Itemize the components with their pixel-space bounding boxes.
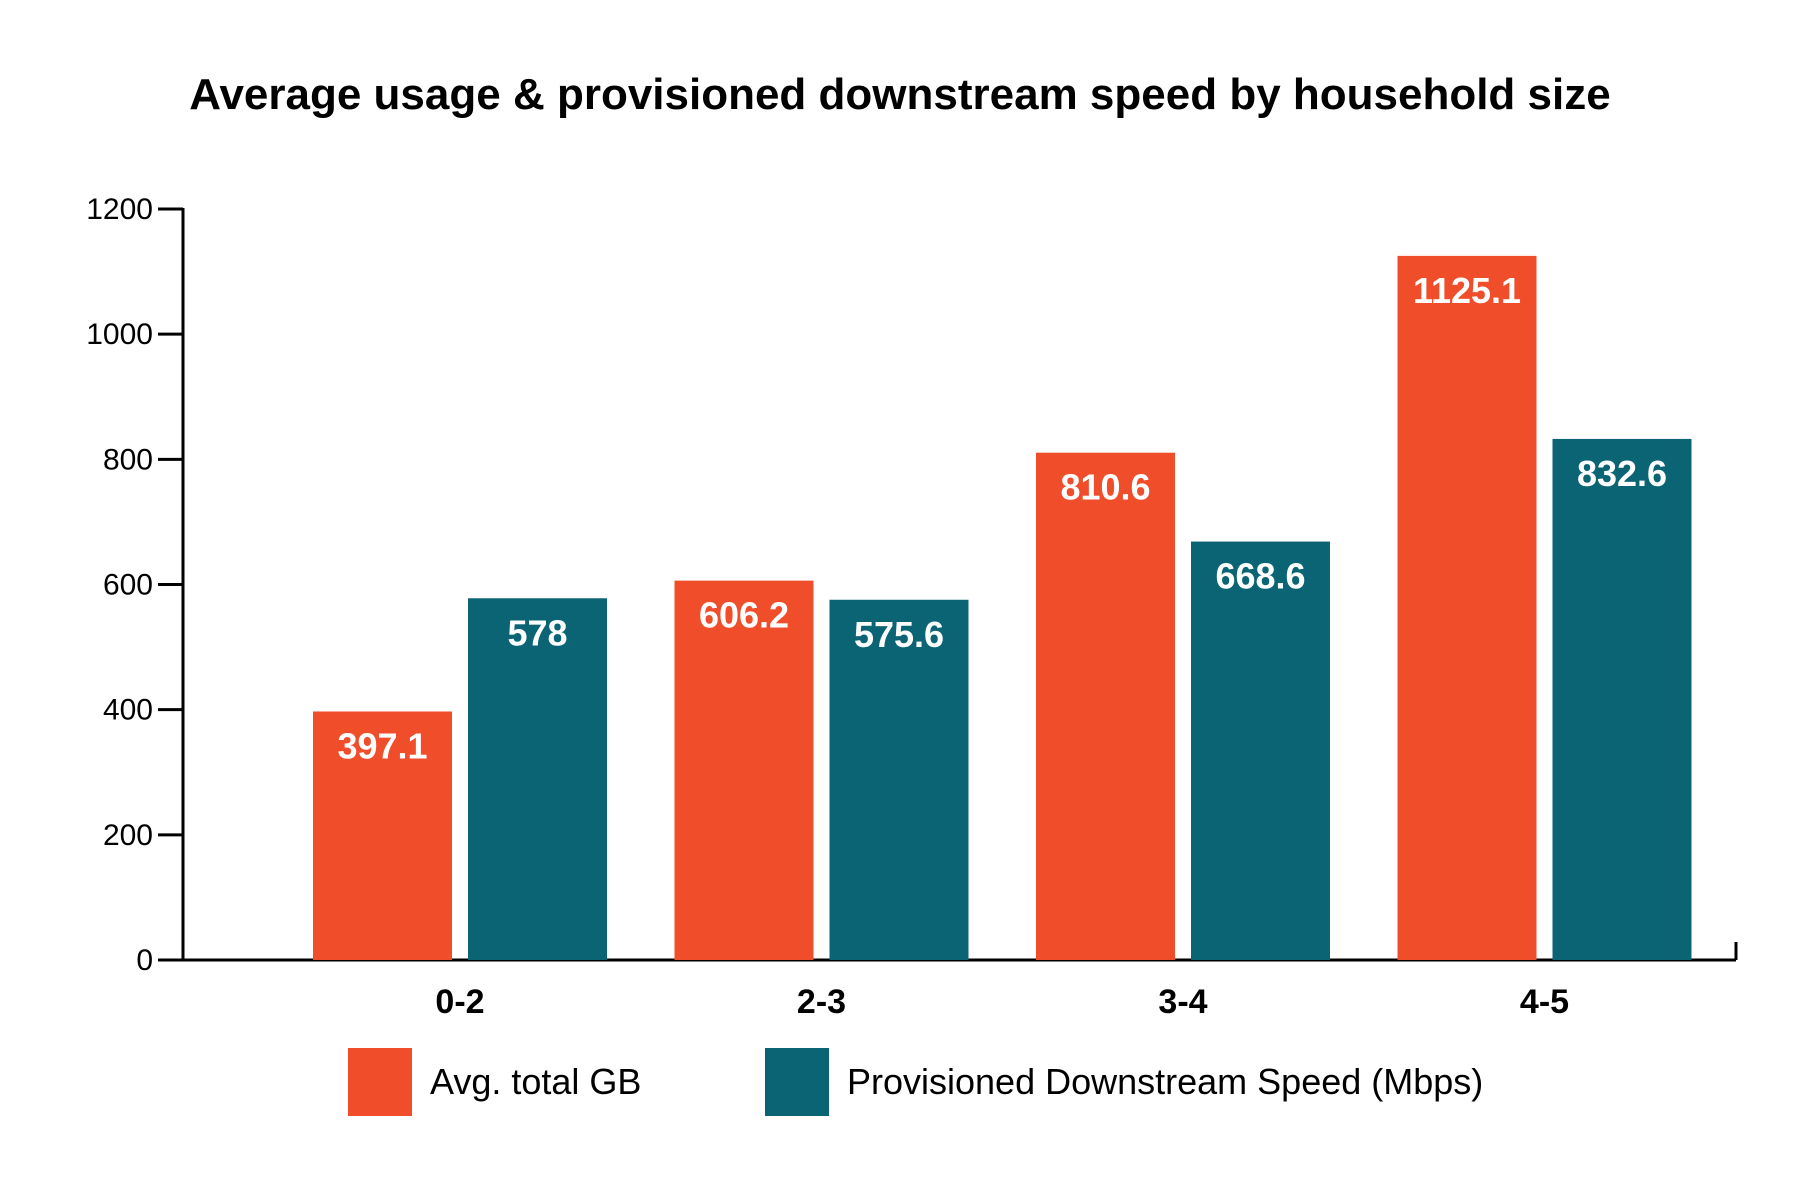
x-category-label: 3-4: [1158, 983, 1207, 1021]
legend-swatch-avg-total-gb: [348, 1048, 412, 1116]
bar-data-label: 575.6: [854, 614, 944, 655]
y-tick-label: 0: [136, 944, 153, 977]
legend-swatch-provisioned-speed: [765, 1048, 829, 1116]
y-axis: 0 200 400 600 800 1000 1200: [86, 193, 185, 977]
y-tick-label: 200: [103, 819, 153, 852]
bar-avg-total-gb: [1397, 255, 1537, 960]
x-category-label: 4-5: [1520, 983, 1569, 1021]
y-tick-label: 600: [103, 569, 153, 602]
bar-data-label: 578: [507, 612, 567, 653]
bar-avg-total-gb: [313, 711, 452, 960]
bar-group: 397.1 578 606.2 575.6 810.6 668.6 1125.1 832.6: [313, 255, 1692, 960]
bar-data-label: 832.6: [1577, 453, 1667, 494]
legend-item-provisioned-speed: Provisioned Downstream Speed (Mbps): [765, 1048, 1483, 1116]
chart-title: Average usage & provisioned downstream s…: [189, 70, 1611, 119]
bar-data-label: 810.6: [1060, 467, 1150, 508]
x-category-label: 0-2: [435, 983, 484, 1021]
y-tick-label: 800: [103, 443, 153, 476]
legend: Avg. total GB Provisioned Downstream Spe…: [0, 1048, 1800, 1118]
bar-data-label: 668.6: [1215, 556, 1305, 597]
chart-plot: 0 200 400 600 800 1000 1200 0-2 2-3 3-4 4-5 397.1…: [86, 193, 1738, 1021]
bar-data-label: 397.1: [337, 725, 427, 766]
x-category-label: 2-3: [797, 983, 846, 1021]
bar-provisioned-speed: [468, 598, 607, 960]
bar-provisioned-speed: [1552, 438, 1692, 960]
bar-avg-total-gb: [1036, 452, 1175, 960]
bar-provisioned-speed: [1191, 541, 1330, 960]
legend-label-provisioned-speed: Provisioned Downstream Speed (Mbps): [847, 1061, 1484, 1102]
bar-avg-total-gb: [674, 580, 814, 960]
legend-label-avg-total-gb: Avg. total GB: [430, 1061, 642, 1102]
legend-item-avg-total-gb: Avg. total GB: [348, 1048, 641, 1116]
y-tick-label: 400: [103, 694, 153, 727]
y-tick-label: 1200: [86, 193, 153, 226]
bar-provisioned-speed: [829, 599, 969, 960]
bar-data-label: 1125.1: [1413, 270, 1521, 311]
bar-data-label: 606.2: [699, 595, 789, 636]
y-tick-label: 1000: [86, 318, 153, 351]
